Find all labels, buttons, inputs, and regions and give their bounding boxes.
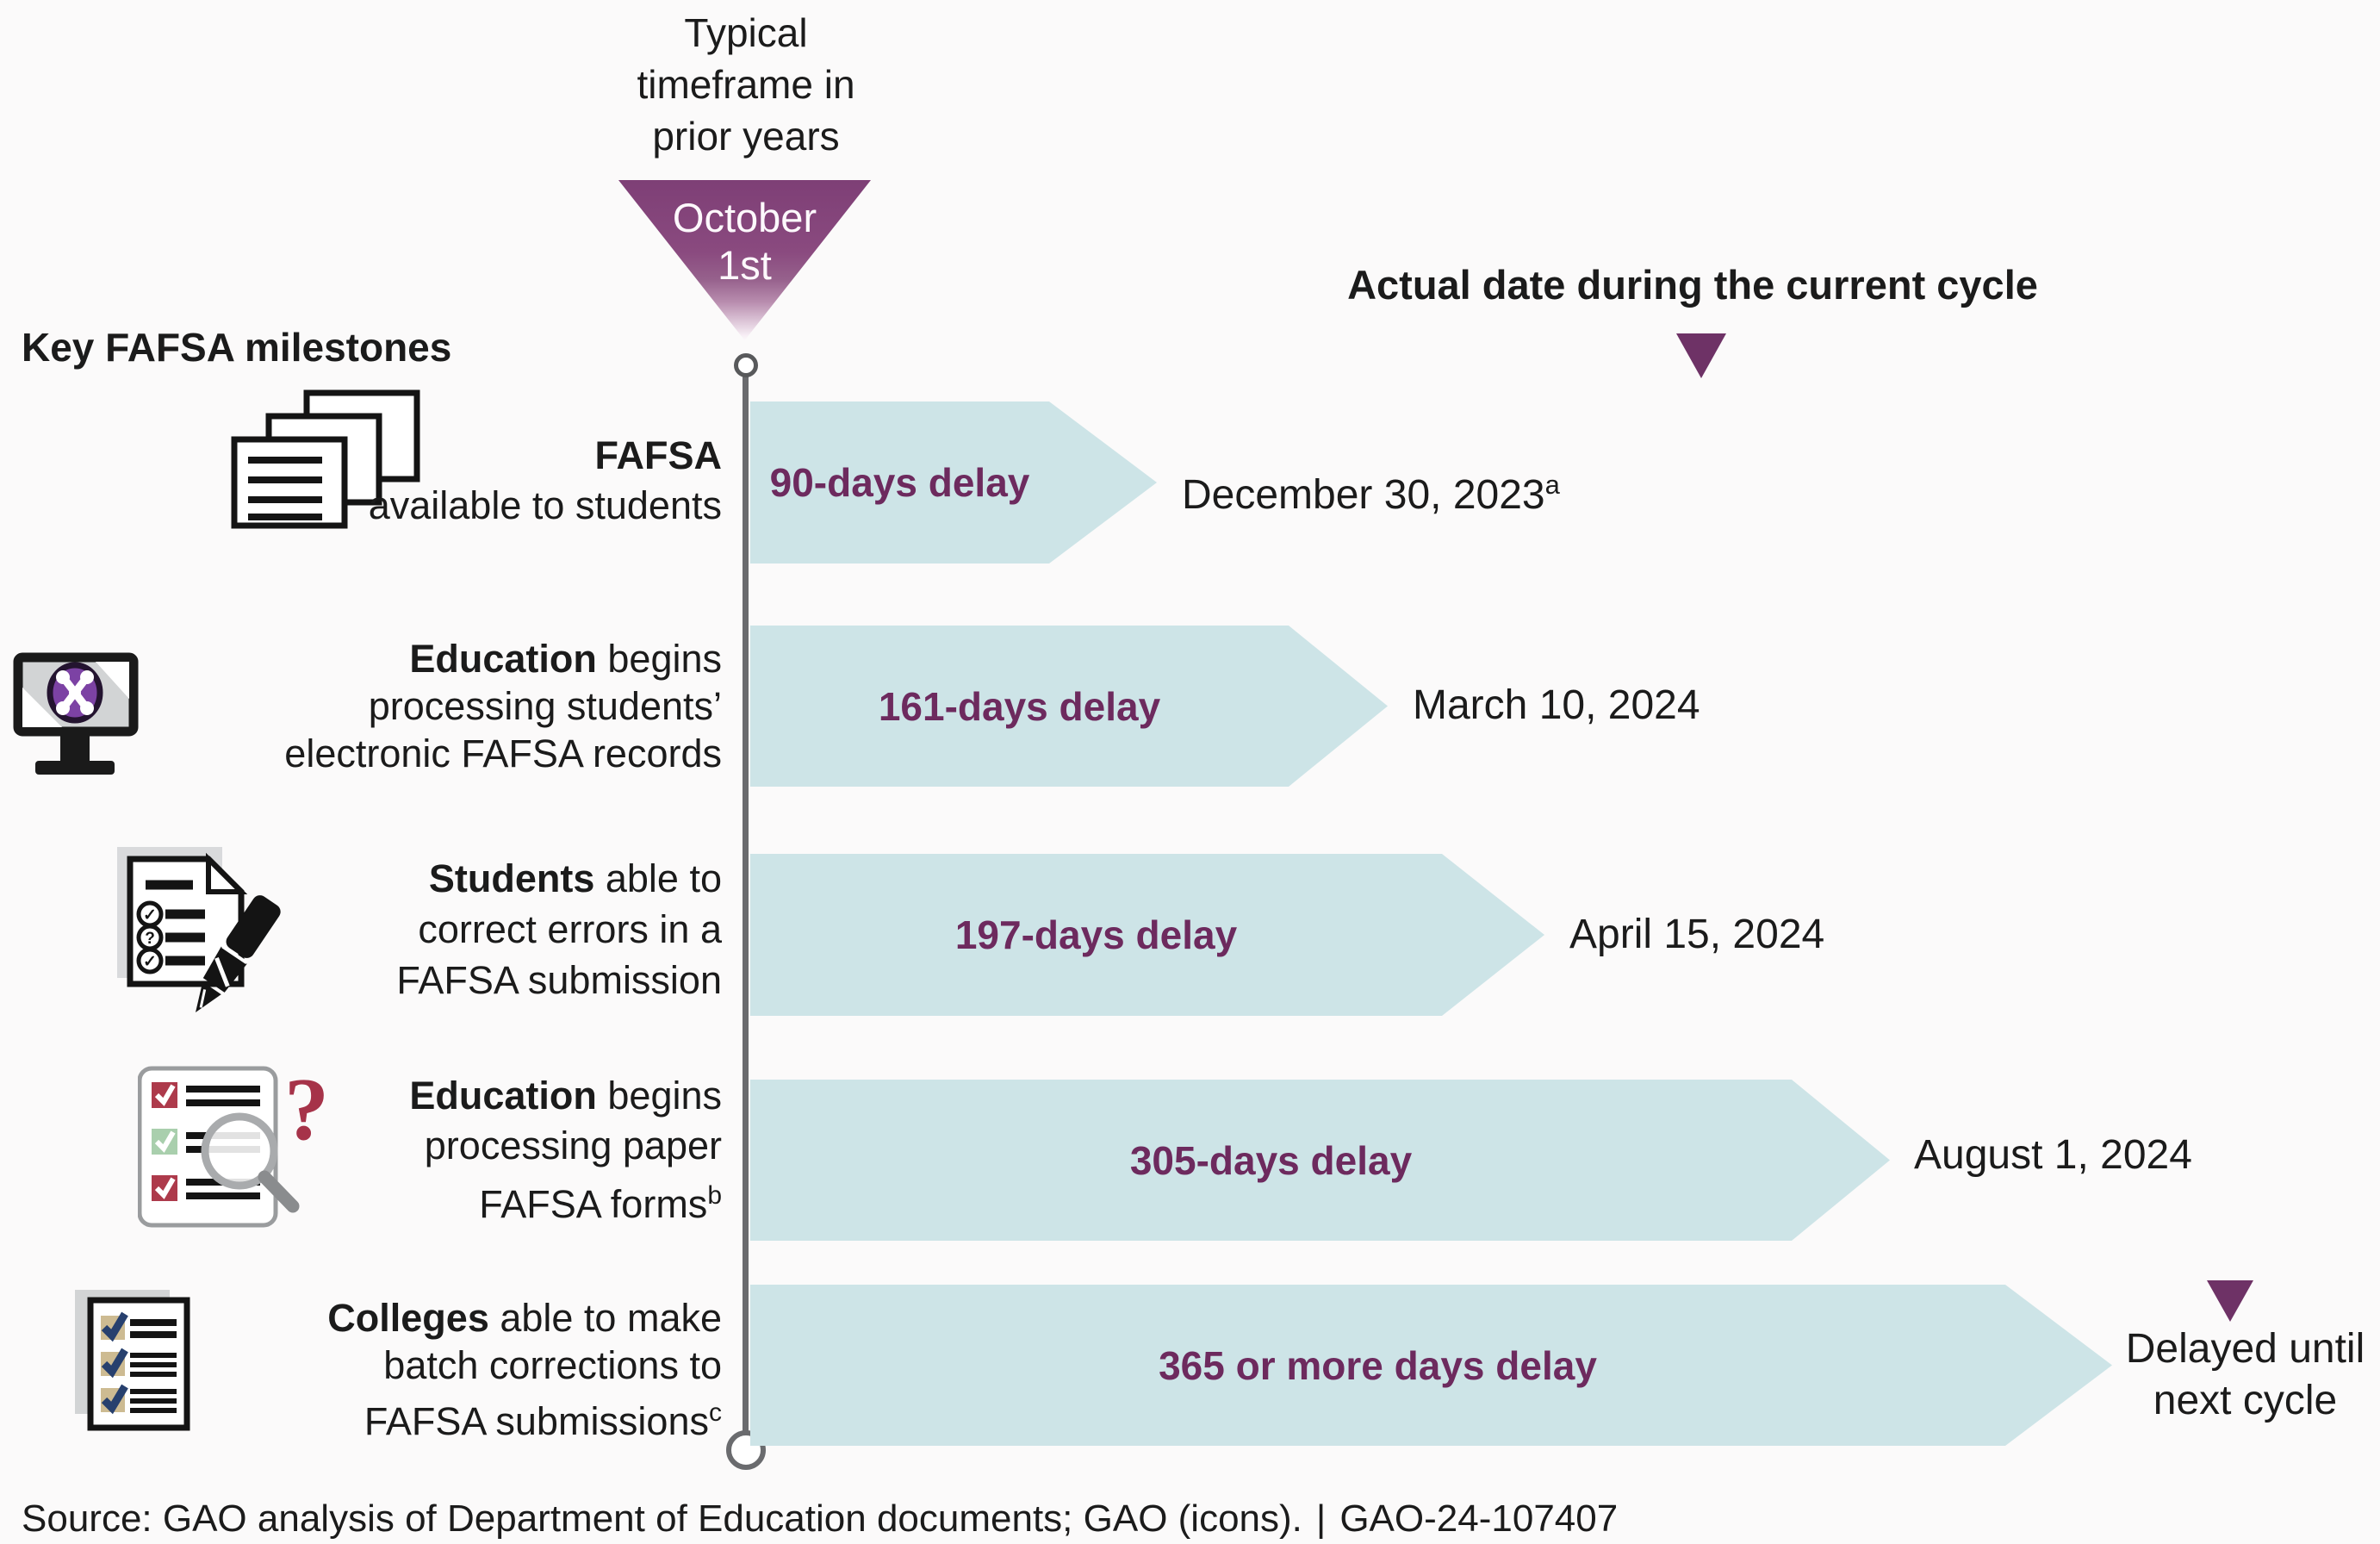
- footnote-marker-c: c: [709, 1398, 722, 1427]
- source-text: Source: GAO analysis of Department of Ed…: [22, 1497, 1302, 1540]
- delay-value-label: 197-days delay: [954, 912, 1238, 957]
- svg-text:?: ?: [145, 930, 155, 948]
- actual-date-electronic-processing: March 10, 2024: [1413, 682, 1700, 728]
- batch-checklist-icon: [75, 1290, 190, 1431]
- typical-timeframe-label: Typical timeframe in prior years: [637, 10, 855, 159]
- actual-date-correct-errors: April 15, 2024: [1569, 912, 1825, 957]
- milestones-heading: Key FAFSA milestones: [22, 325, 452, 370]
- footnote-marker-b: b: [707, 1181, 722, 1210]
- footnote-marker-a: a: [1544, 470, 1560, 500]
- timeline-line: [743, 365, 749, 1450]
- milestone-label-fafsa-available: FAFSA available to students: [368, 433, 722, 527]
- milestone-label-batch-corrections: Colleges able to make batch corrections …: [327, 1296, 722, 1443]
- delayed-marker-triangle-icon: [2207, 1280, 2253, 1322]
- delay-value-label: 90-days delay: [769, 460, 1030, 505]
- actual-date-marker-triangle-icon: [1676, 333, 1726, 378]
- delay-value-label: 305-days delay: [1129, 1137, 1413, 1183]
- actual-date-fafsa-available: December 30, 2023a: [1182, 470, 1560, 518]
- actual-date-paper-processing: August 1, 2024: [1914, 1132, 2192, 1178]
- timeline-start-circle-icon: [734, 353, 758, 377]
- milestone-label-electronic-processing: Education begins processing students’ el…: [284, 637, 722, 775]
- documents-stack-icon: [231, 389, 420, 529]
- delay-arrow-365-days: 365 or more days delay: [750, 1285, 2112, 1446]
- milestone-label-paper-processing: Education begins processing paper FAFSA …: [409, 1074, 722, 1226]
- delay-arrow-197-days: 197-days delay: [750, 854, 1544, 1016]
- report-number: GAO-24-107407: [1339, 1497, 1619, 1540]
- actual-date-batch-corrections: Delayed until next cycle: [2125, 1326, 2365, 1423]
- october-1st-marker-triangle-icon: October 1st: [618, 180, 871, 340]
- source-line: Source: GAO analysis of Department of Ed…: [22, 1497, 1618, 1541]
- svg-text:✓: ✓: [143, 906, 157, 925]
- delay-arrow-305-days: 305-days delay: [750, 1080, 1890, 1241]
- checklist-magnifier-icon: ?: [138, 1060, 329, 1228]
- delay-value-label: 161-days delay: [878, 683, 1161, 729]
- delay-value-label: 365 or more days delay: [1159, 1342, 1597, 1388]
- delay-arrow-161-days: 161-days delay: [750, 626, 1388, 787]
- delay-arrow-90-days: 90-days delay: [750, 402, 1157, 563]
- form-and-pen-icon: ✓ ? ✓: [117, 847, 281, 1012]
- actual-date-header: Actual date during the current cycle: [1347, 262, 2038, 308]
- computer-monitor-icon: [13, 652, 139, 775]
- svg-text:?: ?: [284, 1060, 329, 1159]
- source-separator: |: [1315, 1497, 1327, 1540]
- october-1st-label: October 1st: [672, 195, 817, 288]
- milestone-label-correct-errors: Students able to correct errors in a FAF…: [396, 856, 722, 1002]
- svg-text:✓: ✓: [143, 953, 157, 971]
